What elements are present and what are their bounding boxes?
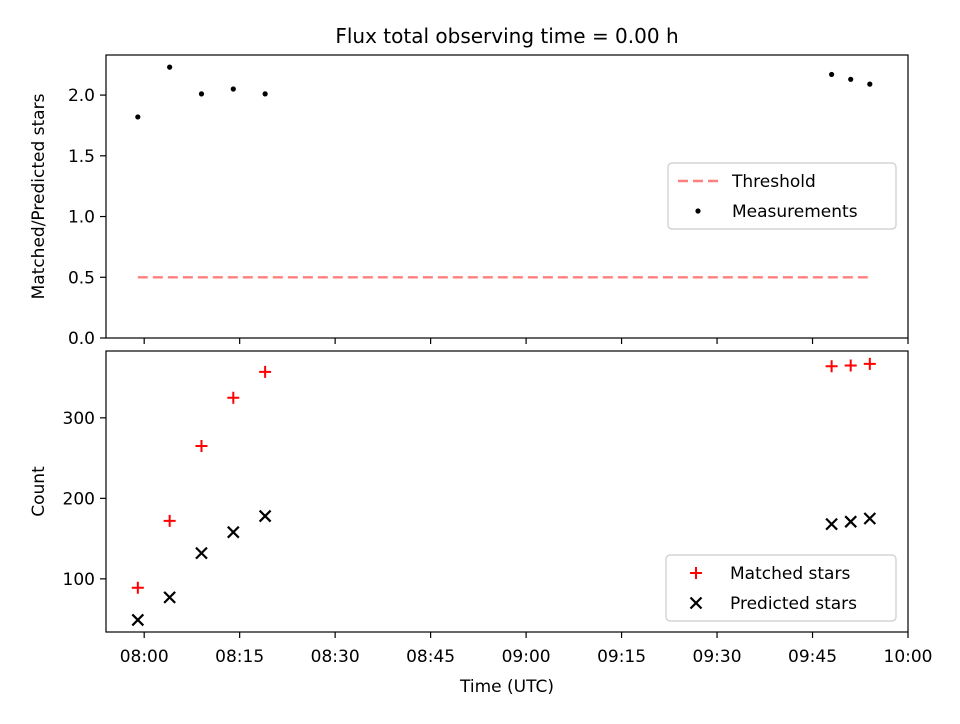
x-tick-label: 09:15	[597, 647, 646, 667]
y-tick-label: 2.0	[68, 86, 95, 106]
x-tick-label: 09:30	[693, 647, 742, 667]
matched-stars-point	[163, 514, 176, 527]
measurements-point	[135, 114, 141, 120]
predicted-stars-point	[131, 613, 145, 627]
legend-measurements-label: Measurements	[732, 202, 858, 222]
matched-stars-point	[863, 357, 876, 370]
legend-measurements-handle	[695, 208, 701, 214]
y-tick-label: 300	[63, 409, 95, 429]
axes-frame	[105, 54, 909, 339]
x-tick-label: 08:30	[311, 647, 360, 667]
top-panel: 0.0 0.5 1.0 1.5 2.0 Matched/Predicted stars Th…	[29, 54, 909, 349]
predicted-stars-point	[863, 512, 877, 525]
measurements-point	[262, 91, 268, 97]
legend-threshold-label: Threshold	[731, 172, 816, 192]
predicted-stars-point	[195, 546, 208, 560]
legend-box	[665, 554, 897, 622]
x-tick-label: 08:45	[406, 647, 455, 667]
legend-matched-stars-label: Matched stars	[730, 564, 850, 584]
y-tick-label: 1.0	[68, 208, 95, 228]
legend-matched-stars-handle	[690, 567, 702, 579]
measurements-point	[829, 71, 835, 78]
predicted-stars-point	[258, 509, 272, 523]
matched-stars-point	[844, 359, 857, 372]
measurements-point	[198, 91, 205, 97]
y-axis-label: Count	[29, 466, 49, 517]
matched-stars-point	[131, 581, 144, 594]
x-tick-label: 08:15	[215, 647, 264, 667]
measurements-point	[848, 76, 854, 82]
x-tick-label: 10:00	[884, 647, 933, 667]
predicted-stars-point	[227, 525, 240, 539]
measurements-point	[230, 86, 236, 92]
x-tick-label: 09:45	[788, 647, 837, 667]
legend-predicted-stars-label: Predicted stars	[730, 594, 857, 614]
x-axis-label: Time (UTC)	[459, 677, 554, 697]
measurements-point	[167, 64, 173, 70]
matched-stars-point	[259, 365, 272, 378]
chart-title: Flux total observing time = 0.00 h	[335, 24, 678, 48]
matched-stars-point	[825, 360, 838, 373]
bottom-panel: 100 200 300 08:00 08:15 08:30 08:45 09:00 09:15 0…	[29, 350, 933, 697]
x-tick-label: 08:00	[120, 647, 169, 667]
matched-stars-point	[227, 391, 240, 404]
legend-predicted-stars-handle	[689, 596, 703, 610]
y-tick-label: 0.0	[68, 329, 95, 349]
predicted-stars-point	[163, 591, 176, 604]
axes-frame	[105, 350, 909, 633]
predicted-stars-point	[844, 515, 857, 528]
legend-box	[667, 162, 897, 230]
y-tick-label: 200	[63, 489, 95, 509]
predicted-stars-point	[825, 517, 838, 531]
y-tick-label: 0.5	[68, 268, 95, 288]
x-tick-label: 09:00	[502, 647, 551, 667]
y-tick-label: 1.5	[68, 147, 95, 167]
matched-stars-point	[195, 440, 208, 453]
measurements-point	[867, 81, 873, 87]
y-tick-label: 100	[63, 570, 95, 590]
y-axis-label: Matched/Predicted stars	[29, 93, 49, 299]
